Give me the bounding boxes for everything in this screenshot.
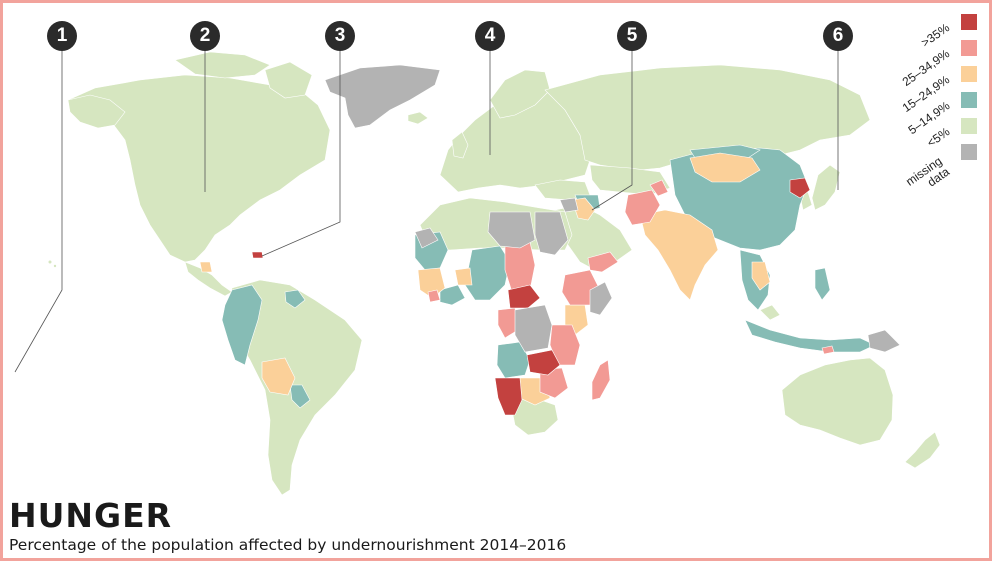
leader-5 — [591, 50, 633, 211]
leader-1 — [14, 50, 63, 373]
band-missing — [414, 197, 901, 353]
pacific-islands-2 — [53, 264, 57, 268]
iraq-yemen-orange — [571, 197, 596, 221]
west-sahara — [414, 227, 439, 249]
caribbean-orange — [199, 261, 213, 273]
sudan — [504, 241, 536, 293]
paraguay — [289, 384, 311, 409]
marker-1[interactable]: 1 — [47, 21, 77, 51]
sierra-leone — [427, 289, 441, 303]
haiti — [251, 251, 264, 259]
map-subtitle: Percentage of the population affected by… — [9, 536, 567, 554]
central-african-republic — [507, 284, 541, 309]
mongolia — [689, 152, 761, 183]
papua — [867, 329, 901, 353]
title-block: HUNGER Percentage of the population affe… — [9, 497, 566, 555]
baffin — [264, 61, 313, 99]
colombia-peru — [221, 284, 263, 366]
syria — [559, 197, 579, 213]
sudan-orange — [454, 267, 473, 286]
pacific-islands — [48, 260, 52, 264]
marker-3[interactable]: 3 — [325, 21, 355, 51]
congo-pink — [497, 307, 519, 339]
greenland — [324, 64, 441, 129]
zimbabwe-moz — [539, 367, 569, 399]
somalia — [589, 281, 613, 316]
uk — [451, 131, 469, 159]
pakistan-edge — [649, 179, 669, 197]
timor — [821, 345, 835, 355]
yemen — [587, 251, 619, 273]
indonesia — [744, 319, 876, 353]
malaysia — [759, 304, 781, 321]
japan — [811, 164, 841, 211]
thailand — [751, 261, 771, 291]
leader-lines — [14, 50, 839, 373]
marker-5[interactable]: 5 — [617, 21, 647, 51]
madagascar — [591, 359, 611, 401]
band-25-35 — [427, 179, 835, 401]
west-africa-orange — [417, 267, 446, 299]
drc — [514, 304, 553, 353]
alaska — [67, 94, 126, 129]
afghanistan — [624, 189, 661, 226]
bolivia — [261, 357, 296, 396]
india — [639, 209, 719, 301]
band-35 — [251, 177, 811, 416]
egypt — [534, 211, 569, 256]
new-zealand — [904, 431, 941, 469]
band-5-15 — [221, 144, 876, 409]
venezuela — [284, 289, 306, 309]
map-title: HUNGER — [9, 496, 173, 535]
niger-chad — [464, 245, 511, 301]
leader-3 — [261, 50, 341, 257]
libya — [487, 211, 536, 249]
marker-6[interactable]: 6 — [823, 21, 853, 51]
iceland — [407, 111, 429, 125]
philippines — [814, 267, 831, 301]
namibia — [494, 377, 523, 416]
marker-2[interactable]: 2 — [190, 21, 220, 51]
zambia — [526, 349, 561, 376]
canada-islands — [174, 51, 271, 79]
tanzania — [549, 324, 581, 366]
marker-4[interactable]: 4 — [475, 21, 505, 51]
north-america — [67, 74, 331, 263]
north-korea — [789, 177, 811, 199]
band-15-25 — [199, 152, 771, 406]
australia — [781, 357, 894, 446]
